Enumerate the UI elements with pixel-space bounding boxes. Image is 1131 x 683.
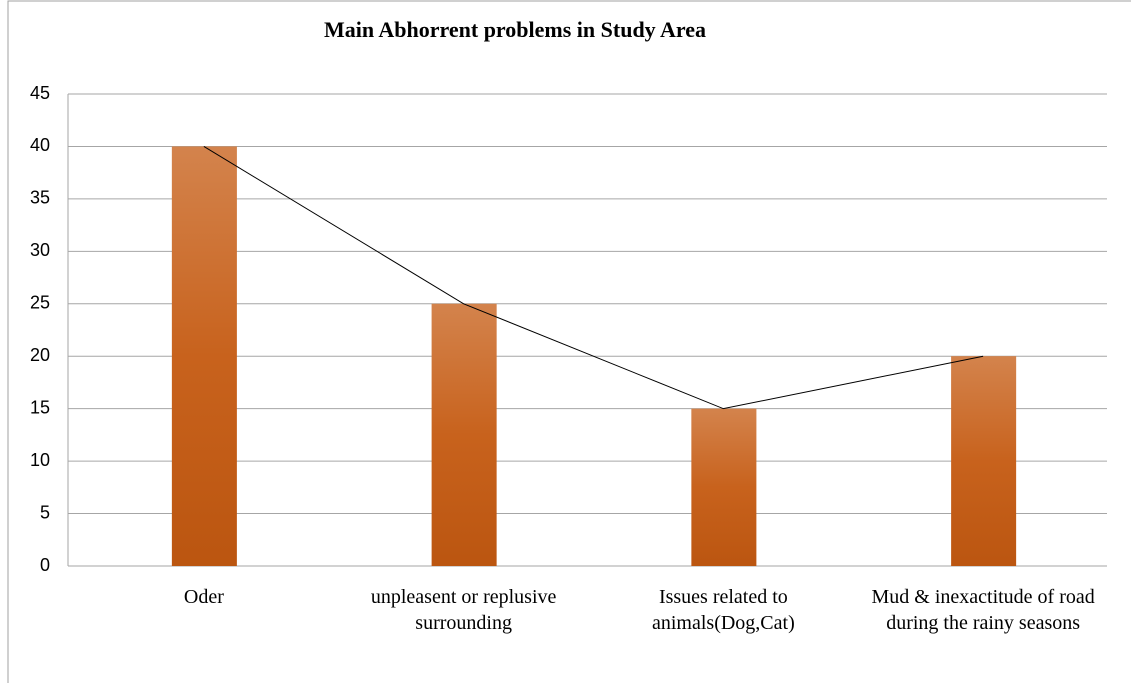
y-tick-label: 45 [30,83,50,103]
y-tick-label: 35 [30,188,50,208]
x-tick-label: unpleasent or replusive surrounding [370,586,557,634]
y-tick-label: 5 [40,502,50,522]
bar-shade [951,356,1017,566]
y-tick-label: 10 [30,450,50,470]
chart-border [7,0,1131,683]
x-tick-label: Mud & inexactitude of road during the ra… [871,586,1095,634]
y-tick-label: 20 [30,345,50,365]
y-tick-label: 40 [30,135,50,155]
x-tick-label: Issues related to animals(Dog,Cat) [652,586,795,634]
y-tick-label: 0 [40,555,50,575]
y-tick-label: 25 [30,293,50,313]
bar-shade [171,146,237,566]
y-tick-label: 30 [30,240,50,260]
x-tick-label: Oder [183,586,224,608]
bar-shade [431,303,497,566]
chart-title: Main Abhorrent problems in Study Area [324,17,706,42]
bar-shade [691,408,757,566]
y-tick-label: 15 [30,397,50,417]
overlay-line [203,146,984,410]
